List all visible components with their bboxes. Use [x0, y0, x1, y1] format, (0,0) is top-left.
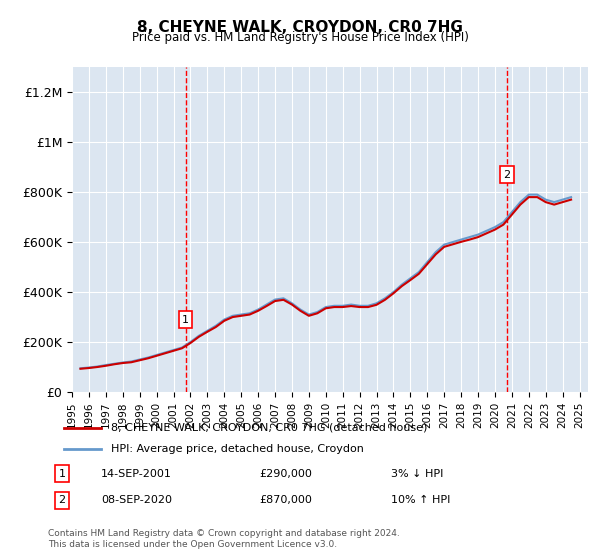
Text: 1: 1	[182, 315, 189, 325]
Text: 2: 2	[503, 170, 510, 180]
Text: 1: 1	[59, 469, 65, 479]
Text: Contains HM Land Registry data © Crown copyright and database right 2024.
This d: Contains HM Land Registry data © Crown c…	[48, 529, 400, 549]
Text: 8, CHEYNE WALK, CROYDON, CR0 7HG: 8, CHEYNE WALK, CROYDON, CR0 7HG	[137, 20, 463, 35]
Text: 8, CHEYNE WALK, CROYDON, CR0 7HG (detached house): 8, CHEYNE WALK, CROYDON, CR0 7HG (detach…	[112, 423, 428, 433]
Text: 10% ↑ HPI: 10% ↑ HPI	[391, 495, 451, 505]
Text: £870,000: £870,000	[259, 495, 312, 505]
Text: 14-SEP-2001: 14-SEP-2001	[101, 469, 172, 479]
Text: £290,000: £290,000	[259, 469, 312, 479]
Text: HPI: Average price, detached house, Croydon: HPI: Average price, detached house, Croy…	[112, 444, 364, 454]
Text: 3% ↓ HPI: 3% ↓ HPI	[391, 469, 443, 479]
Text: 08-SEP-2020: 08-SEP-2020	[101, 495, 172, 505]
Text: Price paid vs. HM Land Registry's House Price Index (HPI): Price paid vs. HM Land Registry's House …	[131, 31, 469, 44]
Text: 2: 2	[59, 495, 65, 505]
